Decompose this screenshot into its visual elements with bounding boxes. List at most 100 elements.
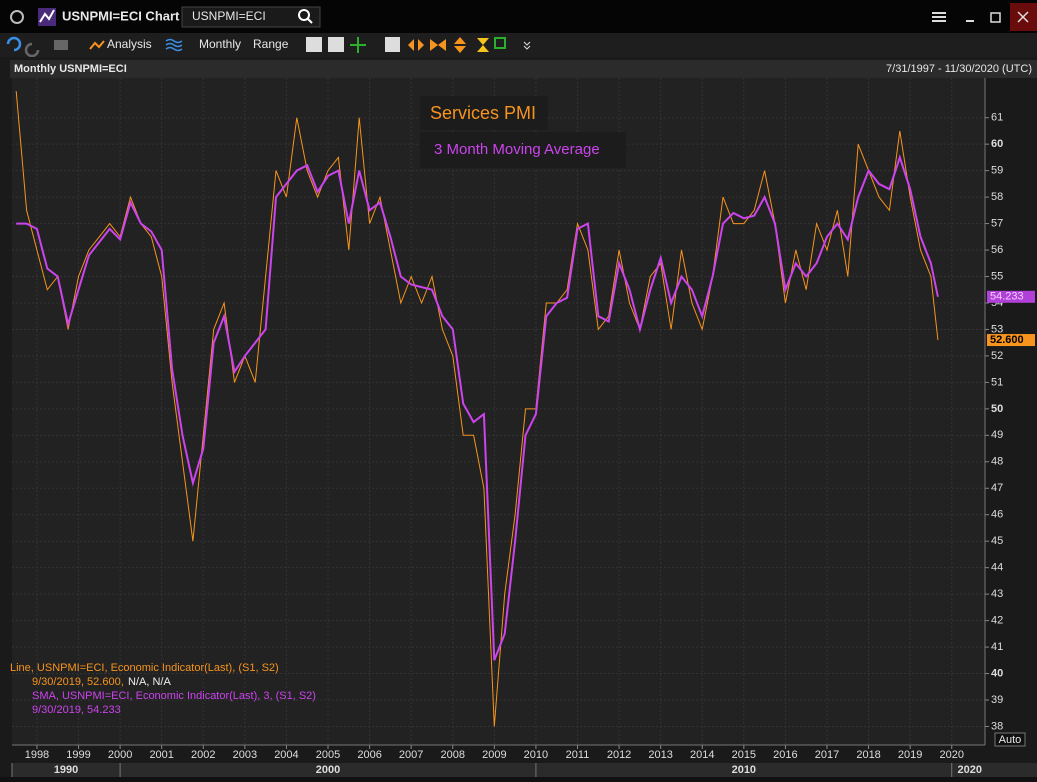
chart-type-button[interactable] bbox=[306, 37, 322, 52]
link-icon[interactable] bbox=[10, 10, 24, 24]
y-tick-label: 42 bbox=[991, 615, 1003, 627]
last-value-box bbox=[987, 290, 1035, 303]
last-value-box bbox=[987, 334, 1035, 347]
close-icon bbox=[1017, 11, 1029, 23]
info-line: 9/30/2019, 54.233 bbox=[32, 704, 121, 716]
x-tick-label: 2000 bbox=[108, 749, 132, 761]
decade-label: 1990 bbox=[54, 764, 78, 776]
info-line: 9/30/2019, 52.600, bbox=[32, 676, 124, 688]
search-box[interactable] bbox=[181, 6, 321, 28]
auto-label[interactable]: Auto bbox=[999, 734, 1022, 746]
search-text[interactable]: USNPMI=ECI bbox=[192, 9, 266, 23]
study-icon[interactable] bbox=[165, 38, 183, 52]
decade-label: 2020 bbox=[957, 764, 981, 776]
analysis-icon bbox=[89, 40, 105, 50]
y-tick-label: 52 bbox=[991, 350, 1003, 362]
decade-label: 2000 bbox=[316, 764, 340, 776]
legend-box bbox=[420, 96, 548, 130]
menu-icon bbox=[932, 20, 946, 22]
legend-box bbox=[420, 132, 626, 168]
y-tick-label: 58 bbox=[991, 191, 1003, 203]
search-icon[interactable] bbox=[298, 9, 310, 21]
toolbar-monthly[interactable]: Monthly bbox=[199, 37, 241, 51]
x-tick-label: 1998 bbox=[25, 749, 49, 761]
y-tick-label: 50 bbox=[991, 403, 1003, 415]
fit-button[interactable] bbox=[430, 39, 446, 51]
crosshair-button[interactable] bbox=[350, 37, 366, 53]
y-tick-label: 46 bbox=[991, 509, 1003, 521]
x-tick-label: 2018 bbox=[856, 749, 880, 761]
search-icon-handle bbox=[307, 18, 313, 24]
x-tick-label: 2014 bbox=[690, 749, 714, 761]
menu-icon[interactable] bbox=[932, 12, 946, 14]
info-line: Line, USNPMI=ECI, Economic Indicator(Las… bbox=[10, 662, 279, 674]
last-value-label: 52.600 bbox=[990, 334, 1024, 346]
camera-button[interactable] bbox=[54, 40, 68, 50]
info-line: SMA, USNPMI=ECI, Economic Indicator(Last… bbox=[32, 690, 316, 702]
y-tick-label: 56 bbox=[991, 244, 1003, 256]
chart-layer: 3839404142434445464748495051525354555657… bbox=[10, 78, 1037, 777]
x-tick-label: 1999 bbox=[66, 749, 90, 761]
y-tick-label: 38 bbox=[991, 720, 1003, 732]
y-tick-label: 59 bbox=[991, 165, 1003, 177]
more-button[interactable] bbox=[523, 41, 531, 50]
y-tick-label: 39 bbox=[991, 694, 1003, 706]
x-tick-label: 2016 bbox=[773, 749, 797, 761]
y-tick-label: 53 bbox=[991, 323, 1003, 335]
y-tick-label: 43 bbox=[991, 588, 1003, 600]
x-tick-label: 2019 bbox=[898, 749, 922, 761]
window-title: USNPMI=ECI Chart bbox=[62, 8, 180, 23]
x-tick-label: 2020 bbox=[939, 749, 963, 761]
chart-icon-line bbox=[39, 9, 55, 23]
pan-button[interactable] bbox=[408, 39, 424, 51]
vertical-zoom[interactable] bbox=[454, 37, 466, 53]
redo-button[interactable] bbox=[24, 42, 40, 58]
y-tick-label: 41 bbox=[991, 641, 1003, 653]
x-tick-label: 2010 bbox=[524, 749, 548, 761]
y-tick-label: 60 bbox=[991, 138, 1003, 150]
y-tick-label: 51 bbox=[991, 376, 1003, 388]
decade-bar bbox=[12, 763, 1037, 777]
y-tick-label: 57 bbox=[991, 217, 1003, 229]
x-tick-label: 2007 bbox=[399, 749, 423, 761]
vertical-fit[interactable] bbox=[477, 38, 489, 52]
undo-button[interactable] bbox=[6, 36, 22, 52]
auto-button[interactable] bbox=[994, 732, 1026, 747]
x-tick-label: 2006 bbox=[357, 749, 381, 761]
y-tick-label: 55 bbox=[991, 270, 1003, 282]
info-line: N/A, N/A bbox=[128, 676, 171, 688]
maximize-button[interactable] bbox=[990, 12, 1001, 23]
toolbar bbox=[0, 33, 1037, 57]
decade-label: 2010 bbox=[732, 764, 756, 776]
y-tick-label: 48 bbox=[991, 456, 1003, 468]
toolbar-range[interactable]: Range bbox=[253, 37, 289, 51]
y-tick-label: 40 bbox=[991, 667, 1003, 679]
select-button[interactable] bbox=[494, 37, 506, 49]
x-tick-label: 2012 bbox=[607, 749, 631, 761]
y-tick-label: 45 bbox=[991, 535, 1003, 547]
x-tick-label: 2003 bbox=[233, 749, 257, 761]
x-tick-label: 2005 bbox=[316, 749, 340, 761]
last-value-label: 54.233 bbox=[990, 291, 1024, 303]
x-tick-label: 2008 bbox=[441, 749, 465, 761]
x-tick-label: 2011 bbox=[566, 749, 590, 761]
data-line bbox=[16, 154, 939, 661]
y-tick-label: 61 bbox=[991, 112, 1003, 124]
minimize-button[interactable] bbox=[966, 20, 974, 22]
chart-header-title: Monthly USNPMI=ECI bbox=[14, 63, 127, 75]
data-line bbox=[15, 91, 939, 727]
zoom-button[interactable] bbox=[385, 37, 400, 52]
x-tick-label: 2013 bbox=[648, 749, 672, 761]
chart-header bbox=[10, 60, 1037, 78]
date-range: 7/31/1997 - 11/30/2020 (UTC) bbox=[886, 63, 1032, 75]
y-tick-label: 44 bbox=[991, 562, 1003, 574]
chart-type-button[interactable] bbox=[328, 37, 344, 52]
x-tick-label: 2004 bbox=[274, 749, 298, 761]
x-tick-label: 2002 bbox=[191, 749, 215, 761]
x-tick-label: 2015 bbox=[732, 749, 756, 761]
legend-label: Services PMI bbox=[430, 103, 536, 123]
title-bar bbox=[0, 0, 1037, 33]
toolbar-analysis[interactable]: Analysis bbox=[107, 37, 152, 51]
